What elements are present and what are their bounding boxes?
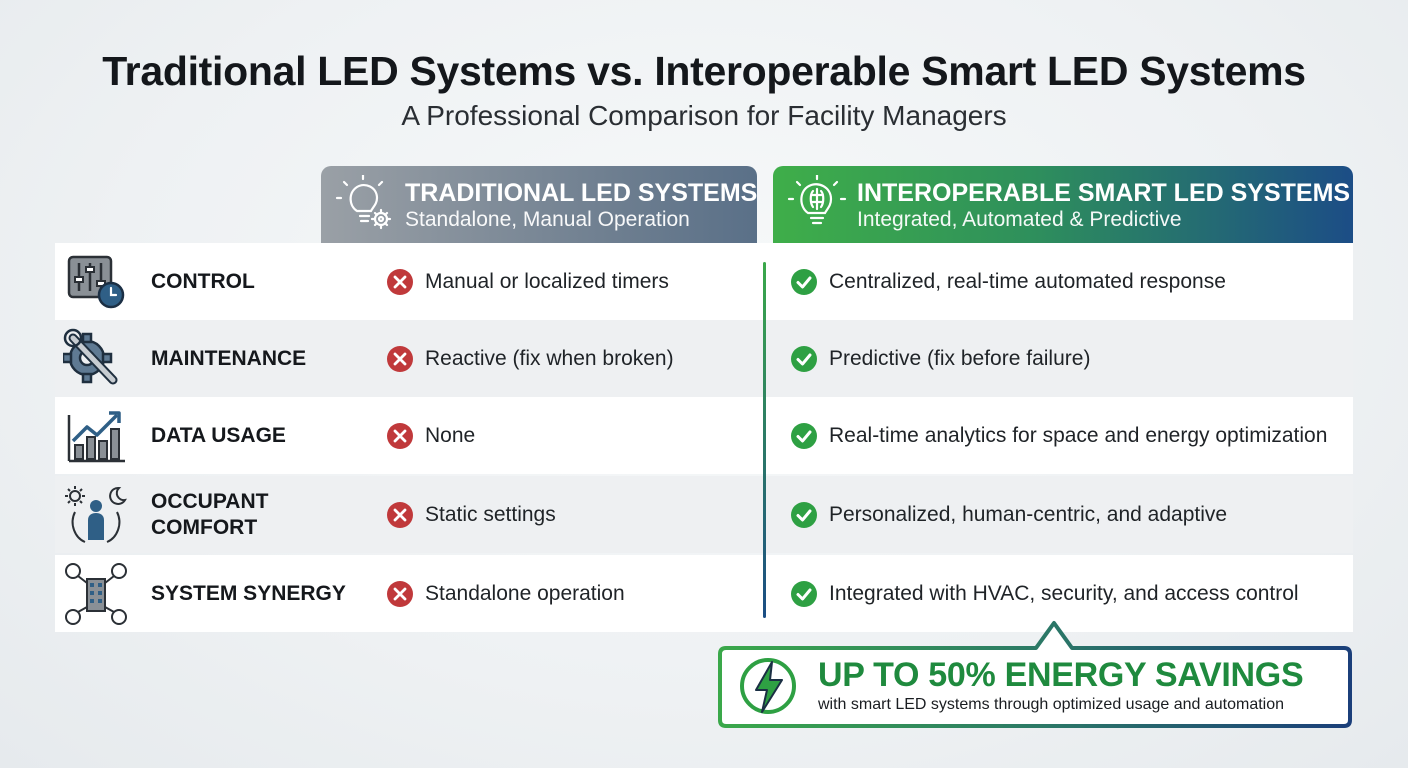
smart-cell: Centralized, real-time automated respons…: [790, 243, 1226, 320]
smart-cell: Personalized, human-centric, and adaptiv…: [790, 476, 1227, 553]
smart-cell: Integrated with HVAC, security, and acce…: [790, 555, 1299, 632]
building-network-icon: [65, 563, 127, 625]
cross-icon: [387, 580, 413, 607]
person-sun-moon-icon: [65, 486, 127, 543]
page-title: Traditional LED Systems vs. Interoperabl…: [102, 48, 1306, 94]
row-label-line2: COMFORT: [151, 515, 258, 539]
traditional-column-title: TRADITIONAL LED SYSTEMS: [405, 179, 758, 207]
check-icon: [791, 422, 817, 449]
bar-chart-trend-icon: [67, 411, 125, 463]
row-label: MAINTENANCE: [151, 346, 307, 370]
smart-cell-text: Integrated with HVAC, security, and acce…: [829, 581, 1299, 605]
column-divider: [763, 262, 766, 618]
traditional-cell-text: Standalone operation: [425, 581, 625, 605]
traditional-column-subtitle: Standalone, Manual Operation: [405, 208, 690, 231]
smart-bulb-icon: [787, 175, 847, 225]
callout-frame: [718, 621, 1352, 728]
cross-icon: [387, 422, 413, 449]
comparison-row-occupant-comfort: OCCUPANT COMFORT Static settings Persona…: [55, 476, 1353, 553]
cross-icon: [387, 501, 413, 528]
cross-icon: [387, 268, 413, 295]
traditional-cell-text: None: [425, 423, 476, 447]
check-icon: [791, 345, 817, 372]
traditional-cell: Manual or localized timers: [386, 243, 669, 320]
check-icon: [791, 501, 817, 528]
page-subtitle: A Professional Comparison for Facility M…: [401, 100, 1007, 131]
energy-savings-callout: UP TO 50% ENERGY SAVINGS with smart LED …: [718, 621, 1352, 728]
lightbulb-gear-icon: [335, 175, 392, 230]
traditional-cell: Static settings: [386, 476, 556, 553]
control-sliders-clock-icon: [67, 255, 125, 309]
row-label: SYSTEM SYNERGY: [151, 581, 346, 605]
traditional-cell-text: Static settings: [425, 502, 556, 526]
smart-cell-text: Personalized, human-centric, and adaptiv…: [829, 502, 1228, 526]
smart-column-title: INTEROPERABLE SMART LED SYSTEMS: [857, 179, 1351, 207]
smart-column-subtitle: Integrated, Automated & Predictive: [857, 208, 1182, 231]
row-label: DATA USAGE: [151, 423, 286, 447]
traditional-cell: Reactive (fix when broken): [386, 320, 674, 397]
cross-icon: [387, 345, 413, 372]
smart-cell-text: Predictive (fix before failure): [829, 346, 1091, 370]
savings-headline: UP TO 50% ENERGY SAVINGS: [818, 656, 1304, 694]
check-icon: [791, 580, 817, 607]
row-label-line1: OCCUPANT: [151, 489, 269, 513]
smart-column-header: INTEROPERABLE SMART LED SYSTEMS Integrat…: [773, 166, 1353, 243]
traditional-cell-text: Reactive (fix when broken): [425, 346, 674, 370]
traditional-cell-text: Manual or localized timers: [425, 269, 669, 293]
smart-cell-text: Real-time analytics for space and energy…: [829, 423, 1328, 447]
comparison-row-data-usage: DATA USAGE None Real-time analytics for …: [55, 397, 1353, 474]
traditional-cell: Standalone operation: [386, 555, 625, 632]
traditional-column-header: TRADITIONAL LED SYSTEMS Standalone, Manu…: [321, 166, 757, 243]
smart-cell: Predictive (fix before failure): [790, 320, 1090, 397]
smart-cell: Real-time analytics for space and energy…: [790, 397, 1327, 474]
comparison-row-maintenance: MAINTENANCE Reactive (fix when broken) P…: [55, 320, 1353, 397]
traditional-cell: None: [386, 397, 475, 474]
check-icon: [791, 268, 817, 295]
smart-cell-text: Centralized, real-time automated respons…: [829, 269, 1226, 293]
wrench-gear-icon: [63, 328, 118, 385]
row-label: CONTROL: [151, 269, 255, 293]
row-label-two-line: OCCUPANT COMFORT: [151, 476, 268, 553]
comparison-row-system-synergy: SYSTEM SYNERGY Standalone operation Inte…: [55, 555, 1353, 632]
comparison-row-control: CONTROL Manual or localized timers Centr…: [55, 243, 1353, 320]
lightning-bolt-icon: [740, 658, 796, 714]
savings-detail: with smart LED systems through optimized…: [818, 696, 1285, 713]
